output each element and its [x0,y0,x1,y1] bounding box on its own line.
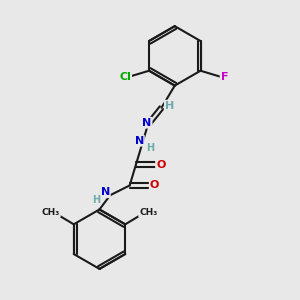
Text: O: O [150,180,159,190]
Text: F: F [220,72,228,82]
Text: N: N [100,187,110,197]
Text: Cl: Cl [119,72,131,82]
Text: N: N [142,118,152,128]
Text: H: H [165,101,174,111]
Text: CH₃: CH₃ [42,208,60,217]
Text: H: H [146,143,154,153]
Text: CH₃: CH₃ [139,208,157,217]
Text: O: O [156,160,165,170]
Text: N: N [135,136,144,146]
Text: H: H [92,195,101,205]
